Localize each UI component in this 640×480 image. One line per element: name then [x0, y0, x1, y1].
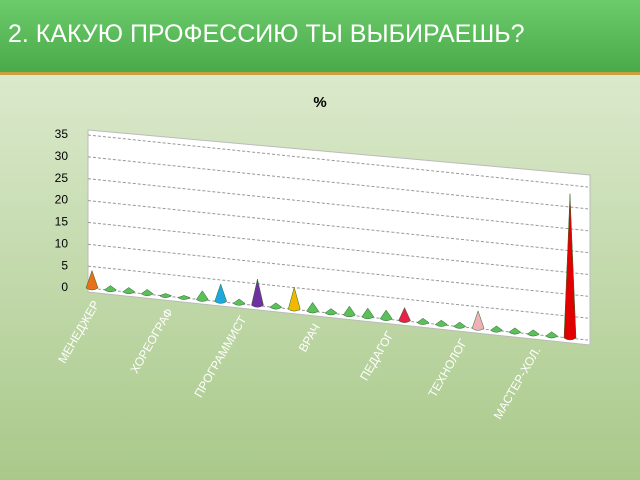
- cone: [453, 321, 467, 329]
- chart-title: %: [313, 94, 326, 111]
- y-tick-label: 10: [55, 236, 69, 250]
- cone: [416, 317, 430, 325]
- grid-line: [87, 221, 589, 275]
- cone: [177, 295, 191, 300]
- cone: [269, 302, 283, 310]
- grid-line: [87, 287, 589, 341]
- cone: [287, 286, 301, 312]
- y-tick-label: 30: [55, 149, 69, 163]
- cone: [471, 310, 485, 331]
- cone: [490, 325, 503, 333]
- grid-line: [87, 243, 589, 297]
- header: 2. КАКУЮ ПРОФЕССИЮ ТЫ ВЫБИРАЕШЬ?: [0, 0, 640, 72]
- cone: [232, 298, 246, 306]
- y-tick-label: 20: [55, 193, 69, 207]
- cone: [398, 306, 411, 323]
- cone: [379, 309, 393, 322]
- cone: [214, 283, 227, 304]
- cone: [140, 289, 154, 297]
- cone: [361, 307, 375, 320]
- y-tick-label: 5: [61, 258, 68, 272]
- cone: [158, 293, 173, 298]
- y-tick-label: 0: [61, 280, 68, 294]
- cone: [195, 290, 209, 302]
- y-tick-label: 25: [55, 171, 69, 185]
- cone: [526, 329, 540, 337]
- grid-line: [87, 265, 589, 319]
- slide-title: 2. КАКУЮ ПРОФЕССИЮ ТЫ ВЫБИРАЕШЬ?: [8, 20, 525, 48]
- grid-line: [87, 134, 589, 188]
- cone: [563, 193, 577, 341]
- x-tick-label: ТЕХНОЛОГ: [425, 336, 470, 400]
- y-tick-label: 35: [55, 127, 69, 141]
- grid-line: [87, 200, 589, 254]
- x-tick-label: ПРОГРАММИСТ: [191, 313, 249, 400]
- x-tick-label: ХОРЕОГРАФ: [127, 306, 175, 376]
- grid-line: [87, 156, 589, 210]
- grid-line: [87, 178, 589, 232]
- cone: [434, 319, 448, 327]
- x-tick-label: МАСТЕР-ХОЛ.: [491, 344, 544, 421]
- x-tick-label: ВРАЧ: [296, 321, 323, 354]
- cone: [251, 279, 264, 308]
- cone: [545, 331, 559, 339]
- cone: [343, 305, 356, 318]
- x-tick-label: МЕНЕДЖЕР: [55, 298, 102, 366]
- cone: [324, 308, 338, 316]
- x-tick-label: ПЕДАГОГ: [357, 328, 397, 383]
- cone: [306, 301, 319, 314]
- cone: [85, 269, 99, 291]
- cone: [508, 327, 522, 335]
- plot-area: [87, 129, 591, 346]
- cone: [103, 285, 117, 293]
- y-tick-label: 15: [55, 215, 69, 229]
- cone: [122, 287, 136, 295]
